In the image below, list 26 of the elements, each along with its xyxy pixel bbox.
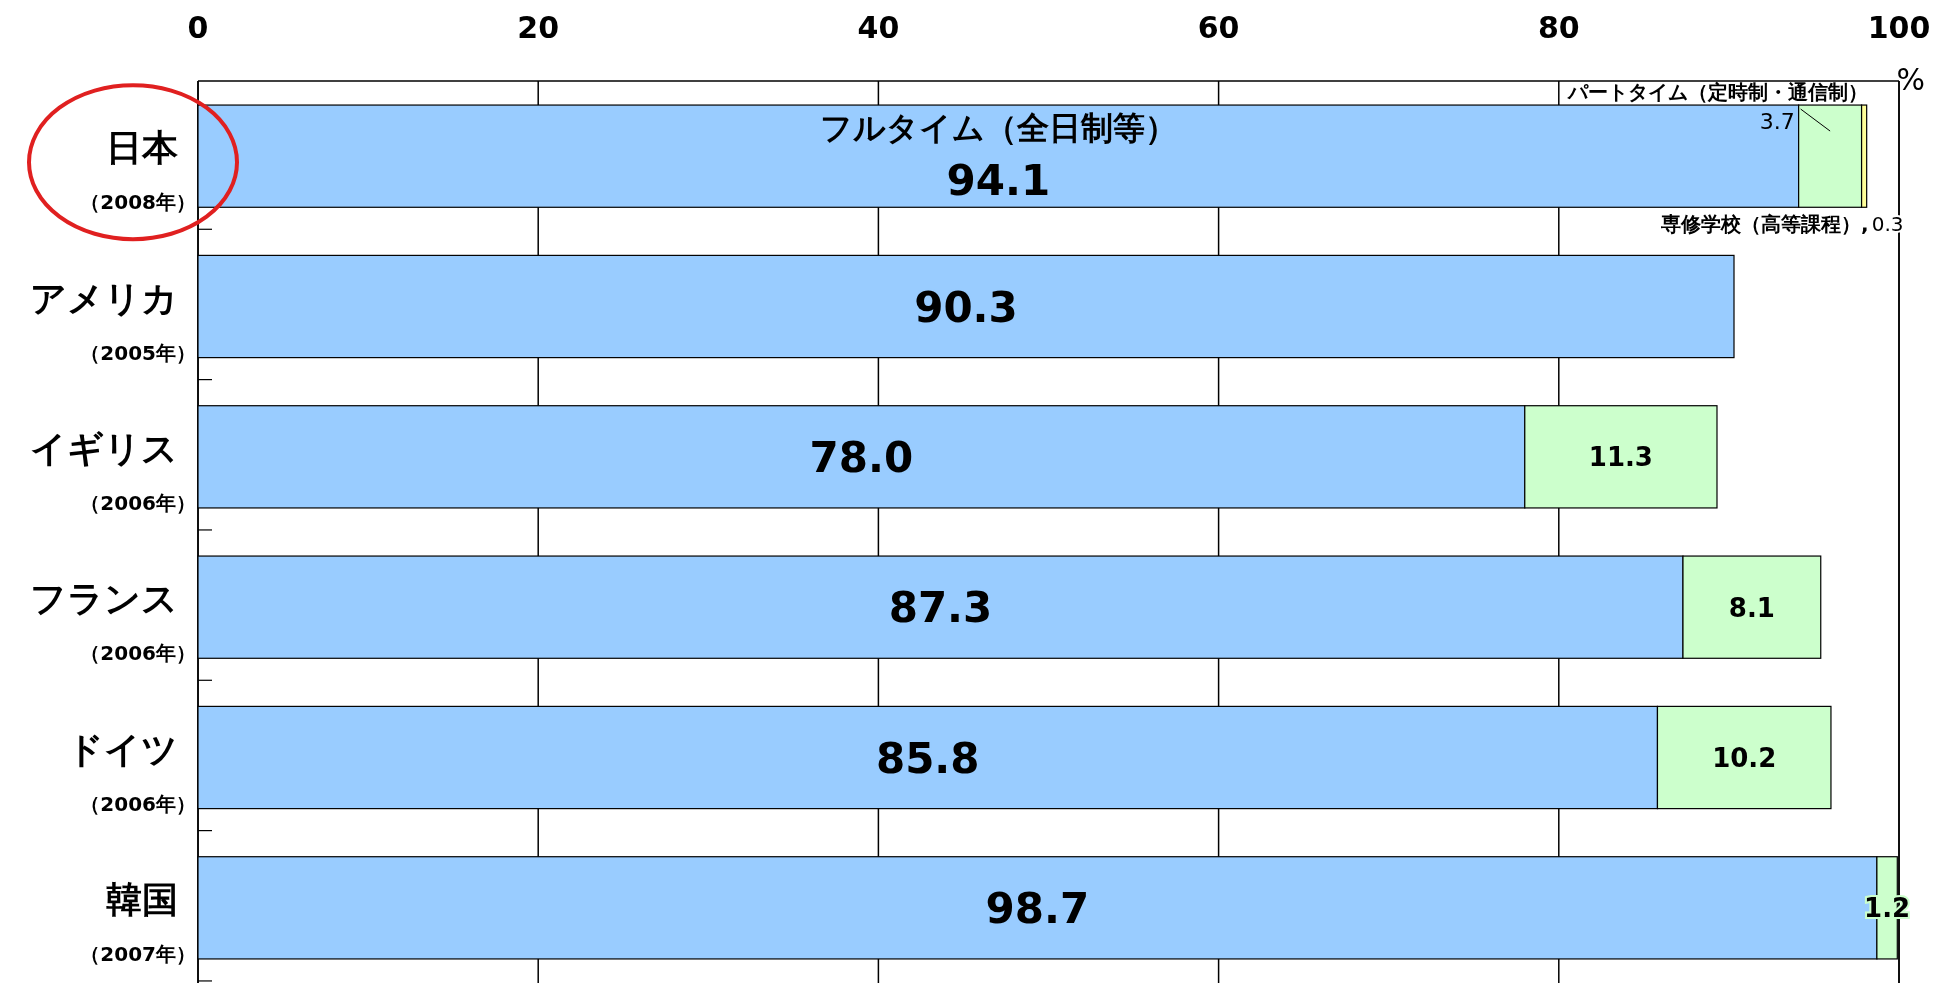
data-label: 3.7 — [1759, 109, 1795, 135]
y-tick-label: アメリカ（2005年） — [30, 277, 196, 365]
data-label: 87.3 — [888, 583, 993, 633]
data-label: 98.7 — [985, 883, 1090, 933]
x-axis-title: % — [1896, 62, 1925, 97]
x-tick-label: 80 — [1537, 10, 1580, 45]
x-tick-label: 0 — [187, 10, 209, 45]
data-label: 94.1 — [946, 156, 1051, 206]
y-tick-label: 韓国（2007年） — [80, 878, 196, 966]
y-tick-label: フランス（2006年） — [30, 578, 196, 666]
data-label: 8.1 — [1728, 592, 1775, 623]
y-tick-label: 日本（2008年） — [80, 127, 196, 215]
x-tick-label: 100 — [1867, 10, 1931, 45]
x-tick-label: 20 — [517, 10, 560, 45]
data-label: 11.3 — [1588, 442, 1653, 473]
y-tick-label: ドイツ（2006年） — [67, 728, 196, 816]
data-label: 90.3 — [914, 282, 1018, 332]
data-label: 10.2 — [1712, 742, 1777, 773]
data-label: 85.8 — [875, 733, 980, 783]
x-tick-label: 40 — [857, 10, 900, 45]
y-tick-label: イギリス（2006年） — [30, 427, 196, 515]
series-label: 専修学校（高等課程）, — [1660, 212, 1869, 237]
series-label: フルタイム（全日制等） — [819, 109, 1177, 148]
data-label: 78.0 — [809, 432, 914, 482]
series-label: パートタイム（定時制・通信制） — [1566, 80, 1868, 105]
x-tick-label: 60 — [1197, 10, 1240, 45]
